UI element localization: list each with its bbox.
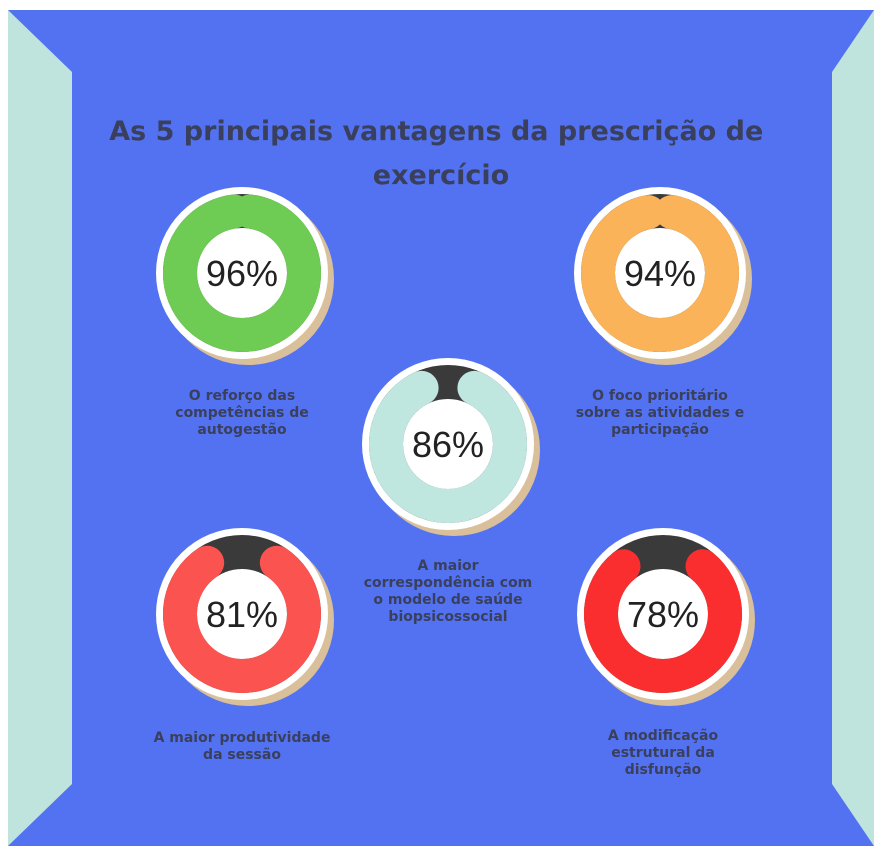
donut-caption-line: O foco prioritário (592, 388, 728, 404)
left-side-panel (8, 10, 72, 846)
donut-caption: A maior correspondência com o modelo de sa… (364, 558, 533, 625)
donut-1: 96% O reforço das competências de autogestã… (156, 187, 334, 438)
donut-value-arc (584, 549, 742, 693)
donut-caption-line: estrutural da (611, 745, 715, 761)
donut-caption-line: da sessão (203, 747, 281, 763)
donut-4: 81% A maior produtividade da sessão (154, 528, 334, 763)
chart-title: As 5 principais vantagens da prescrição … (109, 116, 772, 191)
donut-value-arc (163, 545, 321, 693)
donut-value-arc (581, 195, 739, 352)
donut-3: 86% A maior correspondência com o modelo de… (362, 358, 540, 625)
donut-group: 96% O reforço das competências de autogestã… (154, 187, 755, 778)
donut-caption-line: competências de (175, 405, 308, 421)
donut-caption-line: participação (611, 422, 709, 438)
donut-5: 78% A modificação estrutural da disfunção (577, 528, 755, 778)
donut-caption-line: autogestão (197, 422, 287, 438)
donut-value-arc (369, 370, 527, 523)
chart-title-line-1: As 5 principais vantagens da prescrição … (109, 116, 763, 147)
donut-value-label: 78% (627, 594, 699, 635)
donut-caption-line: A maior (417, 558, 478, 574)
donut-value-label: 96% (206, 253, 278, 294)
donut-value-label: 81% (206, 594, 278, 635)
donut-caption: A modificação estrutural da disfunção (608, 728, 719, 778)
donut-value-label: 86% (412, 424, 484, 465)
donut-caption-line: A modificação (608, 728, 719, 744)
donut-caption-line: correspondência com (364, 575, 533, 591)
donut-caption-line: biopsicossocial (388, 609, 507, 625)
right-side-panel (832, 10, 874, 846)
donut-caption-line: o modelo de saúde (373, 592, 522, 608)
donut-value-label: 94% (624, 253, 696, 294)
chart-title-line-2: exercício (373, 160, 509, 191)
donut-caption-line: A maior produtividade (154, 730, 331, 746)
donut-value-arc (163, 194, 321, 352)
donut-2: 94% O foco prioritário sobre as atividades… (574, 187, 752, 438)
donut-caption-line: O reforço das (189, 388, 295, 404)
donut-caption: A maior produtividade da sessão (154, 730, 331, 763)
donut-caption-line: disfunção (625, 762, 702, 778)
donut-caption-line: sobre as atividades e (576, 405, 744, 421)
donut-caption: O reforço das competências de autogestão (175, 388, 308, 438)
